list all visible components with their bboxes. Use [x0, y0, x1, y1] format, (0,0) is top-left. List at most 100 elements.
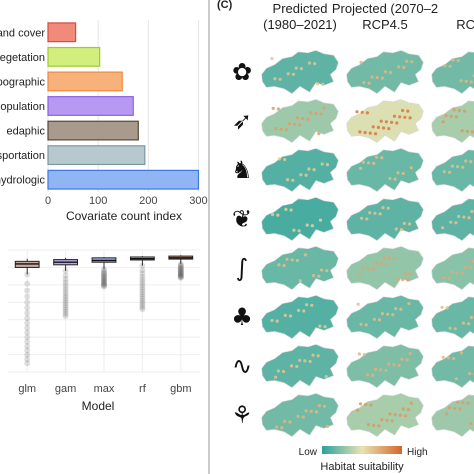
map-suitability-speckle — [455, 271, 459, 275]
box-outlier-point — [139, 302, 146, 309]
box-outlier-point — [139, 286, 146, 293]
map-suitability-speckle — [373, 367, 378, 371]
map-suitability-speckle — [355, 110, 359, 114]
box-outlier-point — [101, 271, 107, 278]
box-outlier-point — [139, 293, 146, 300]
map-suitability-speckle — [273, 77, 277, 81]
map-suitability-speckle — [387, 127, 391, 131]
map-suitability-speckle — [451, 356, 456, 361]
map-suitability-speckle — [301, 116, 305, 121]
map-suitability-speckle — [284, 207, 288, 211]
box-outlier-point — [139, 297, 146, 304]
map-suitability-speckle — [467, 216, 471, 220]
box-outlier-point — [139, 306, 146, 313]
map-suitability-speckle — [392, 363, 396, 367]
box-outlier-point — [24, 293, 31, 300]
map-suitability-speckle — [277, 263, 281, 267]
bar-category-label: nsportation — [0, 150, 45, 162]
map-suitability-speckle — [298, 123, 302, 127]
map-suitability-speckle — [450, 270, 454, 274]
map-cell-conifer-1 — [346, 295, 424, 339]
box-outlier-point — [139, 279, 146, 286]
map-suitability-speckle — [447, 276, 451, 280]
box-outlier-point — [139, 267, 146, 274]
box-outlier-point — [24, 310, 31, 317]
map-suitability-speckle — [307, 167, 311, 171]
box-outlier-point — [177, 273, 184, 280]
bar-1 — [47, 46, 101, 67]
map-suitability-speckle — [469, 160, 473, 164]
grass-icon: ⚘ — [231, 401, 253, 429]
map-suitability-speckle — [325, 163, 329, 167]
box-outlier-point — [139, 273, 146, 280]
box-outlier-point — [101, 272, 107, 279]
map-suitability-speckle — [362, 81, 366, 85]
map-suitability-speckle — [402, 221, 406, 225]
box-outlier-point — [101, 277, 107, 284]
map-suitability-speckle — [295, 116, 299, 120]
map-column-subtitle: RCP — [456, 17, 474, 32]
map-suitability-speckle — [390, 419, 394, 423]
map-suitability-speckle — [441, 226, 445, 230]
map-suitability-speckle — [385, 418, 389, 422]
map-suitability-speckle — [446, 356, 450, 360]
map-suitability-speckle — [462, 215, 466, 219]
map-suitability-speckle — [452, 108, 456, 112]
map-suitability-speckle — [364, 402, 368, 407]
legend-high-label: High — [407, 447, 428, 458]
map-suitability-speckle — [368, 131, 372, 135]
model-box-plot: glm gam max rf gbm Model — [8, 249, 200, 413]
box-outlier-point — [101, 283, 107, 290]
map-suitability-speckle — [372, 317, 376, 321]
box-outlier-point — [177, 263, 184, 270]
map-suitability-speckle — [450, 164, 454, 168]
map-suitability-speckle — [373, 211, 377, 215]
map-suitability-speckle — [382, 255, 386, 260]
map-suitability-speckle — [379, 368, 383, 372]
map-suitability-speckle — [454, 221, 458, 225]
map-suitability-speckle — [372, 161, 376, 165]
map-suitability-speckle — [401, 108, 405, 113]
box-outlier-point — [62, 302, 69, 309]
map-suitability-speckle — [407, 302, 411, 306]
map-suitability-speckle — [305, 303, 309, 307]
box-outlier-point — [62, 276, 69, 283]
box-outlier-point — [62, 306, 69, 313]
box-outlier-point — [24, 280, 31, 287]
map-suitability-speckle — [276, 107, 280, 111]
map-suitability-speckle — [397, 363, 401, 367]
box-outlier-point — [177, 270, 184, 277]
map-suitability-speckle — [286, 178, 290, 182]
box-x-tick-label: max — [94, 383, 115, 395]
map-suitability-speckle — [283, 157, 287, 162]
box-outlier-point — [101, 276, 107, 283]
box-outlier-point — [24, 360, 31, 367]
map-suitability-speckle — [401, 171, 405, 176]
map-suitability-speckle — [449, 114, 453, 118]
map-suitability-speckle — [321, 82, 325, 86]
map-suitability-speckle — [398, 115, 402, 119]
map-suitability-speckle — [295, 364, 299, 369]
map-suitability-speckle — [407, 222, 412, 226]
map-suitability-speckle — [361, 266, 365, 270]
box-outlier-point — [62, 290, 69, 297]
map-suitability-speckle — [460, 271, 464, 275]
map-suitability-speckle — [399, 228, 404, 232]
map-suitability-speckle — [461, 165, 465, 169]
map-suitability-speckle — [365, 111, 369, 115]
map-cell-bird-1 — [346, 99, 424, 143]
map-suitability-speckle — [466, 401, 470, 405]
map-cell-salamander-1 — [346, 344, 424, 388]
map-suitability-speckle — [388, 412, 392, 416]
map-suitability-speckle — [320, 162, 324, 166]
map-suitability-speckle — [440, 305, 444, 309]
box-outlier-point — [139, 284, 146, 291]
map-suitability-speckle — [444, 114, 448, 118]
box-outlier-point — [177, 264, 184, 271]
map-suitability-speckle — [410, 60, 414, 64]
map-suitability-speckle — [304, 173, 308, 177]
box-outlier-point — [24, 329, 31, 336]
map-suitability-speckle — [275, 425, 279, 429]
map-suitability-speckle — [451, 58, 455, 62]
map-suitability-speckle — [378, 212, 382, 216]
